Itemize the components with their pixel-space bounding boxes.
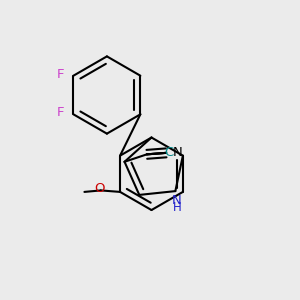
Text: F: F xyxy=(56,68,64,81)
Text: H: H xyxy=(172,201,181,214)
Text: N: N xyxy=(172,146,182,159)
Text: N: N xyxy=(172,194,182,207)
Text: F: F xyxy=(56,106,64,119)
Text: O: O xyxy=(94,182,104,195)
Text: C: C xyxy=(164,146,173,159)
